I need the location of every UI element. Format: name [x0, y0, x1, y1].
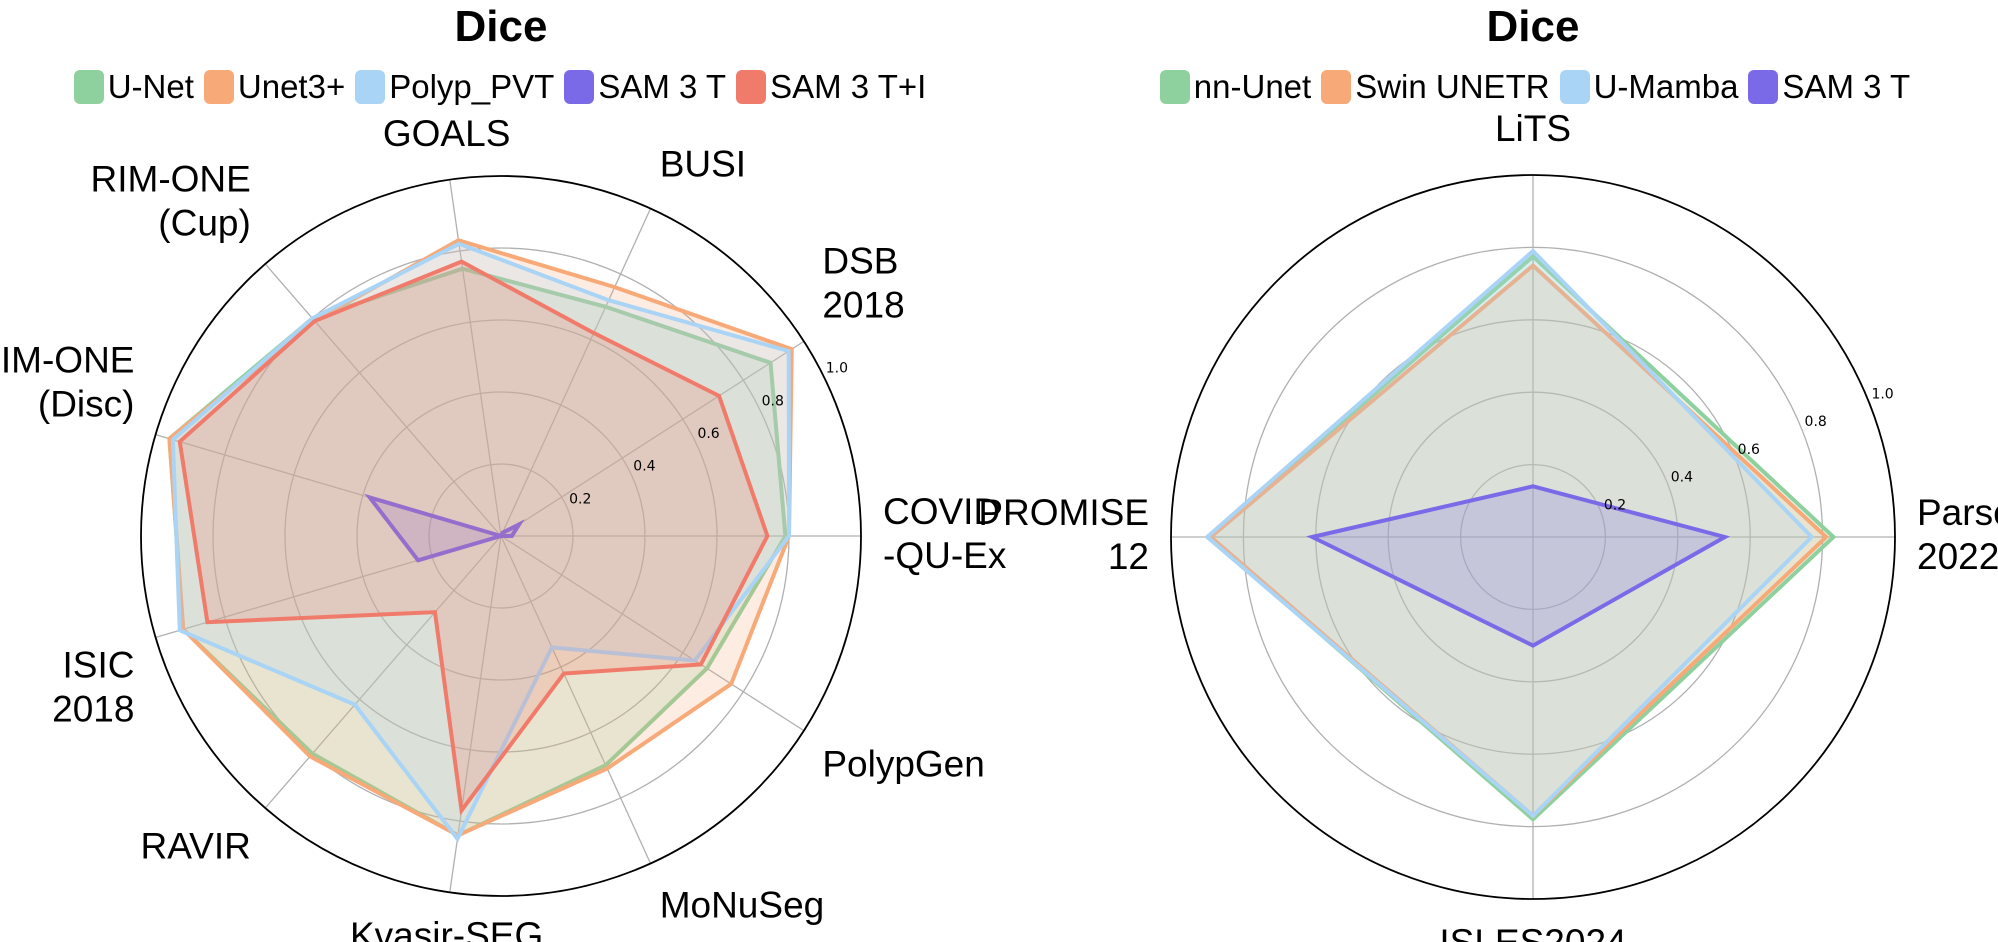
axis-spoke	[500, 535, 652, 864]
legend-swatch	[203, 70, 234, 104]
legend-label: U-Net	[107, 68, 194, 105]
category-label: Parse2022	[1917, 492, 1998, 577]
legend-label: Swin UNETR	[1355, 68, 1550, 105]
legend-item: nn-Unet	[1159, 68, 1312, 106]
legend-item: U-Mamba	[1559, 68, 1739, 106]
radial-tick-label: 0.2	[569, 491, 591, 507]
legend-swatch	[1748, 70, 1779, 104]
radial-tick-label: 0.2	[1604, 497, 1626, 513]
radial-tick-label: 0.6	[1738, 442, 1760, 458]
axis-spoke	[264, 263, 502, 537]
category-label: BUSI	[660, 144, 746, 185]
legend-label: Unet3+	[237, 68, 346, 105]
axis-spoke	[500, 535, 805, 732]
radial-tick-label: 0.4	[633, 459, 655, 475]
series-sam-3-t-i	[177, 259, 770, 816]
radial-tick-label: 1.0	[826, 361, 848, 377]
legend-item: U-Net	[73, 68, 194, 106]
category-label: RIM-ONE(Disc)	[0, 339, 134, 424]
radial-tick-label: 0.8	[1805, 414, 1827, 430]
right-chart-title: Dice	[1486, 2, 1580, 51]
legend-item: Unet3+	[203, 68, 346, 106]
axis-spoke	[500, 340, 805, 537]
legend-label: Polyp_PVT	[389, 68, 555, 105]
axis-spoke	[500, 208, 652, 537]
legend-item: Swin UNETR	[1321, 68, 1550, 106]
outer-ring	[140, 175, 862, 897]
category-label: COVID -QU-Ex	[883, 491, 1007, 576]
category-label: ISLES2024	[1439, 922, 1626, 942]
radial-tick-label: 0.4	[1671, 470, 1693, 486]
legend-swatch	[1159, 70, 1190, 104]
radial-tick-label: 0.6	[697, 426, 719, 442]
legend-item: SAM 3 T	[1748, 68, 1910, 106]
left-chart-title: Dice	[454, 2, 548, 51]
category-label: ISIC 2018	[52, 645, 134, 730]
legend-swatch	[1559, 70, 1590, 104]
radial-tick-label: 0.8	[762, 393, 784, 409]
category-label: MoNuSeg	[660, 884, 825, 925]
legend-label: U-Mamba	[1593, 68, 1739, 105]
legend-item: Polyp_PVT	[355, 68, 554, 106]
category-label: PROMISE 12	[978, 492, 1149, 577]
category-label: LiTS	[1495, 108, 1571, 149]
series-sam-3-t	[364, 493, 525, 563]
legend-label: nn-Unet	[1193, 68, 1312, 105]
legend-item: SAM 3 T	[564, 68, 726, 106]
category-label: RAVIR	[140, 826, 250, 867]
legend-swatch	[736, 70, 767, 104]
legend-swatch	[1321, 70, 1352, 104]
left-radar: 0.2 0.4 0.6 0.8 1.0 COVID -QU-Ex DSB 2018 BUSI GOA…	[0, 113, 1007, 942]
radial-tick-label: 1.0	[1871, 386, 1893, 402]
category-label: Kvasir-SEG	[350, 915, 543, 942]
category-label: GOALS	[383, 113, 511, 154]
legend-swatch	[73, 70, 104, 104]
category-label: PolypGen	[822, 744, 985, 785]
legend-label: SAM 3 T	[598, 68, 727, 105]
right-legend: nn-Unet Swin UNETR U-Mamba SAM 3 T	[1035, 68, 1998, 106]
axis-spoke	[264, 535, 502, 809]
legend-swatch	[355, 70, 386, 104]
series-sam-3-t	[1306, 484, 1731, 648]
left-legend: U-Net Unet3+ Polyp_PVT SAM 3 T SAM 3 T+I	[0, 68, 1000, 106]
category-label: RIM-ONE (Cup)	[91, 158, 251, 243]
legend-swatch	[564, 70, 595, 104]
legend-item: SAM 3 T+I	[736, 68, 926, 106]
category-label: DSB 2018	[822, 240, 904, 325]
legend-label: SAM 3 T+I	[770, 68, 927, 105]
series-u-mamba	[1204, 248, 1815, 819]
legend-label: SAM 3 T	[1782, 68, 1911, 105]
outer-ring	[1170, 174, 1896, 900]
